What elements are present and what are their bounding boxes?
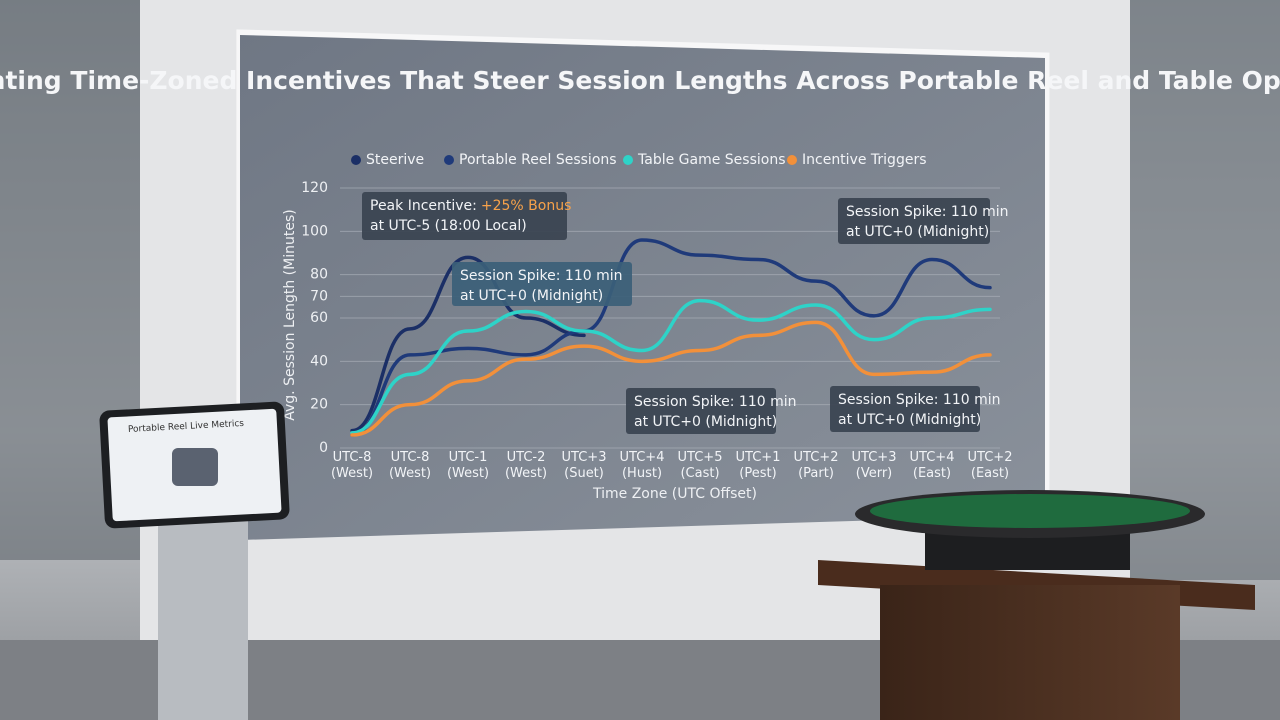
x-tick-label: UTC-2 (West) — [504, 450, 548, 481]
y-tick-label: 70 — [310, 288, 328, 304]
series-line — [350, 298, 992, 435]
annotation-text: at UTC+0 (Midnight) — [460, 288, 603, 304]
y-tick-label: 100 — [301, 223, 328, 239]
legend-swatch — [444, 155, 454, 165]
slot-icon — [172, 448, 218, 486]
annotation-box — [362, 192, 567, 240]
annotation-box — [452, 262, 632, 306]
y-tick-label: 40 — [310, 353, 328, 369]
x-tick-label: UTC+3 (Verr) — [851, 450, 897, 481]
annotation-text: Session Spike: 110 min — [846, 204, 1009, 220]
annotation-line: Session Spike: 110 min — [846, 204, 1009, 220]
legend-label: Steerive — [366, 152, 424, 168]
annotation-text: at UTC-5 (18:00 Local) — [370, 218, 527, 234]
series-line — [350, 320, 992, 437]
annotation-line: Peak Incentive: — [370, 198, 477, 214]
annotation-line: Session Spike: 110 min — [634, 394, 797, 410]
annotation-line: Session Spike: 110 min — [460, 268, 623, 284]
glass-right — [1130, 0, 1280, 580]
legend-swatch — [623, 155, 633, 165]
x-tick-label: UTC+5 (Cast) — [677, 450, 723, 481]
plot: 0 20 40 60 70 80 100 120 Steerive Portable Reel S… — [301, 152, 1008, 456]
annotation-text: Session Spike: 110 min — [460, 268, 623, 284]
series-line — [350, 255, 586, 433]
legend-swatch — [351, 155, 361, 165]
x-axis-label: Time Zone (UTC Offset) — [592, 486, 757, 502]
x-tick-label: UTC+1 (Pest) — [735, 450, 781, 481]
y-tick-label: 0 — [319, 440, 328, 456]
annotation-box — [838, 198, 990, 244]
table-base — [880, 585, 1180, 720]
legend-label: Table Game Sessions — [637, 152, 786, 168]
chart-title-line: Incenting Time-Zoned Incentives That Ste… — [0, 66, 1280, 95]
annotation-highlight: +25% Bonus — [481, 198, 572, 214]
legend-swatch — [787, 155, 797, 165]
annotation-text: Peak Incentive: +25% Bonus — [370, 198, 571, 214]
y-tick-label: 20 — [310, 397, 328, 413]
kiosk-stand — [158, 515, 248, 720]
x-tick-label: UTC+4 (East) — [909, 450, 955, 481]
x-tick-label: UTC-8 (West) — [330, 450, 374, 481]
card-table-felt — [870, 494, 1190, 528]
annotation-text: at UTC+0 (Midnight) — [838, 412, 981, 428]
legend-label: Portable Reel Sessions — [459, 152, 617, 168]
x-tick-label: UTC-8 (West) — [388, 450, 432, 481]
legend-label: Incentive Triggers — [802, 152, 927, 168]
y-tick-label: 80 — [310, 267, 328, 283]
chart-title: Incenting Time-Zoned Incentives That Ste… — [0, 66, 1280, 95]
annotation-box — [830, 386, 980, 432]
x-tick-label: UTC+4 (Hust) — [619, 450, 665, 481]
x-tick-label: UTC+2 (East) — [967, 450, 1013, 481]
y-tick-label: 60 — [310, 310, 328, 326]
annotation-text: at UTC+0 (Midnight) — [846, 224, 989, 240]
annotation-box — [626, 388, 776, 434]
series-line — [350, 238, 992, 437]
annotation-line: Session Spike: 110 min — [838, 392, 1001, 408]
annotation-text: Session Spike: 110 min — [634, 394, 797, 410]
annotation-text: at UTC+0 (Midnight) — [634, 414, 777, 430]
annotation-text: Session Spike: 110 min — [838, 392, 1001, 408]
y-axis-label: Avg. Session Length (Minutes) — [282, 209, 298, 420]
x-tick-label: UTC+3 (Suet) — [561, 450, 607, 481]
y-tick-label: 120 — [301, 180, 328, 196]
x-tick-label: UTC-1 (West) — [446, 450, 490, 481]
x-tick-label: UTC+2 (Part) — [793, 450, 839, 481]
